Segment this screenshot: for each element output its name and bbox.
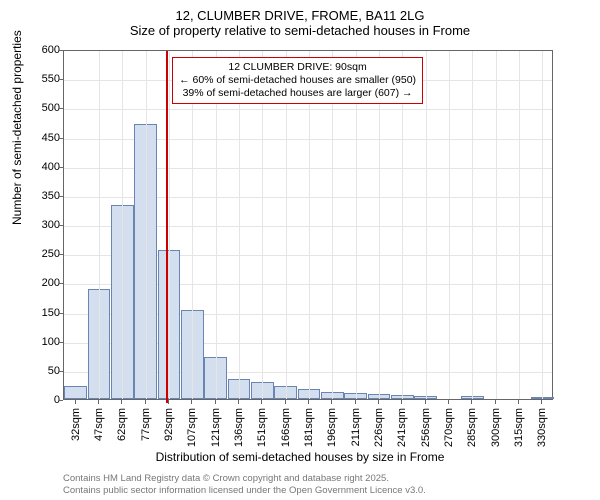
x-tick-mark (331, 400, 332, 404)
annotation-box: 12 CLUMBER DRIVE: 90sqm← 60% of semi-det… (172, 57, 423, 104)
x-tick-label: 330sqm (536, 408, 548, 448)
y-tick-mark (59, 313, 63, 314)
grid-line-h (64, 109, 552, 110)
y-tick-label: 200 (30, 277, 60, 289)
grid-line-v (169, 51, 170, 399)
x-tick-mark (471, 400, 472, 404)
x-tick-mark (448, 400, 449, 404)
x-tick-mark (518, 400, 519, 404)
footer-line1: Contains HM Land Registry data © Crown c… (63, 473, 426, 484)
x-tick-label: 300sqm (490, 408, 502, 448)
x-tick-mark (75, 400, 76, 404)
x-tick-mark (378, 400, 379, 404)
marker-line (166, 51, 168, 403)
x-tick-mark (355, 400, 356, 404)
y-tick-label: 500 (30, 102, 60, 114)
x-tick-mark (401, 400, 402, 404)
y-tick-mark (59, 138, 63, 139)
y-tick-label: 100 (30, 336, 60, 348)
y-tick-mark (59, 79, 63, 80)
annotation-line: 39% of semi-detached houses are larger (… (179, 87, 416, 100)
y-tick-mark (59, 50, 63, 51)
y-tick-mark (59, 342, 63, 343)
chart-plot-area: 12 CLUMBER DRIVE: 90sqm← 60% of semi-det… (63, 50, 553, 400)
x-tick-mark (238, 400, 239, 404)
y-tick-label: 150 (30, 307, 60, 319)
x-tick-label: 47sqm (93, 408, 105, 448)
x-tick-mark (541, 400, 542, 404)
x-tick-label: 226sqm (373, 408, 385, 448)
grid-line-v (426, 51, 427, 399)
y-tick-label: 350 (30, 190, 60, 202)
y-tick-label: 400 (30, 161, 60, 173)
x-tick-label: 285sqm (466, 408, 478, 448)
x-tick-label: 181sqm (303, 408, 315, 448)
x-tick-mark (425, 400, 426, 404)
x-tick-label: 315sqm (513, 408, 525, 448)
histogram-bar (64, 386, 87, 399)
y-tick-mark (59, 400, 63, 401)
x-tick-label: 151sqm (256, 408, 268, 448)
annotation-line: ← 60% of semi-detached houses are smalle… (179, 74, 416, 87)
grid-line-v (146, 51, 147, 399)
grid-line-v (472, 51, 473, 399)
grid-line-v (496, 51, 497, 399)
y-tick-label: 250 (30, 248, 60, 260)
chart-title-line1: 12, CLUMBER DRIVE, FROME, BA11 2LG (0, 8, 600, 23)
chart-footer: Contains HM Land Registry data © Crown c… (63, 473, 426, 496)
y-tick-label: 600 (30, 44, 60, 56)
x-tick-mark (261, 400, 262, 404)
y-axis-label: Number of semi-detached properties (10, 30, 24, 225)
x-tick-mark (121, 400, 122, 404)
y-tick-mark (59, 254, 63, 255)
x-tick-label: 107sqm (186, 408, 198, 448)
x-tick-mark (191, 400, 192, 404)
x-axis-label: Distribution of semi-detached houses by … (0, 450, 600, 464)
x-tick-mark (98, 400, 99, 404)
x-tick-mark (168, 400, 169, 404)
y-tick-label: 0 (30, 394, 60, 406)
grid-line-v (542, 51, 543, 399)
x-tick-label: 270sqm (443, 408, 455, 448)
y-tick-mark (59, 108, 63, 109)
footer-line2: Contains public sector information licen… (63, 485, 426, 496)
x-tick-label: 121sqm (210, 408, 222, 448)
y-tick-label: 50 (30, 365, 60, 377)
x-tick-label: 62sqm (116, 408, 128, 448)
grid-line-v (122, 51, 123, 399)
x-tick-mark (145, 400, 146, 404)
grid-line-v (519, 51, 520, 399)
y-tick-label: 450 (30, 132, 60, 144)
annotation-line: 12 CLUMBER DRIVE: 90sqm (179, 61, 416, 74)
x-tick-label: 92sqm (163, 408, 175, 448)
y-tick-mark (59, 196, 63, 197)
x-tick-label: 136sqm (233, 408, 245, 448)
x-tick-label: 166sqm (280, 408, 292, 448)
grid-line-v (449, 51, 450, 399)
y-tick-mark (59, 167, 63, 168)
x-tick-mark (215, 400, 216, 404)
x-tick-label: 241sqm (396, 408, 408, 448)
y-tick-mark (59, 371, 63, 372)
x-tick-label: 256sqm (420, 408, 432, 448)
x-tick-label: 77sqm (140, 408, 152, 448)
y-tick-mark (59, 225, 63, 226)
x-tick-mark (308, 400, 309, 404)
y-tick-label: 550 (30, 73, 60, 85)
x-tick-mark (285, 400, 286, 404)
y-tick-label: 300 (30, 219, 60, 231)
x-tick-label: 32sqm (70, 408, 82, 448)
x-tick-label: 211sqm (350, 408, 362, 448)
y-tick-mark (59, 283, 63, 284)
chart-title-line2: Size of property relative to semi-detach… (0, 23, 600, 38)
x-tick-label: 196sqm (326, 408, 338, 448)
x-tick-mark (495, 400, 496, 404)
grid-line-v (99, 51, 100, 399)
